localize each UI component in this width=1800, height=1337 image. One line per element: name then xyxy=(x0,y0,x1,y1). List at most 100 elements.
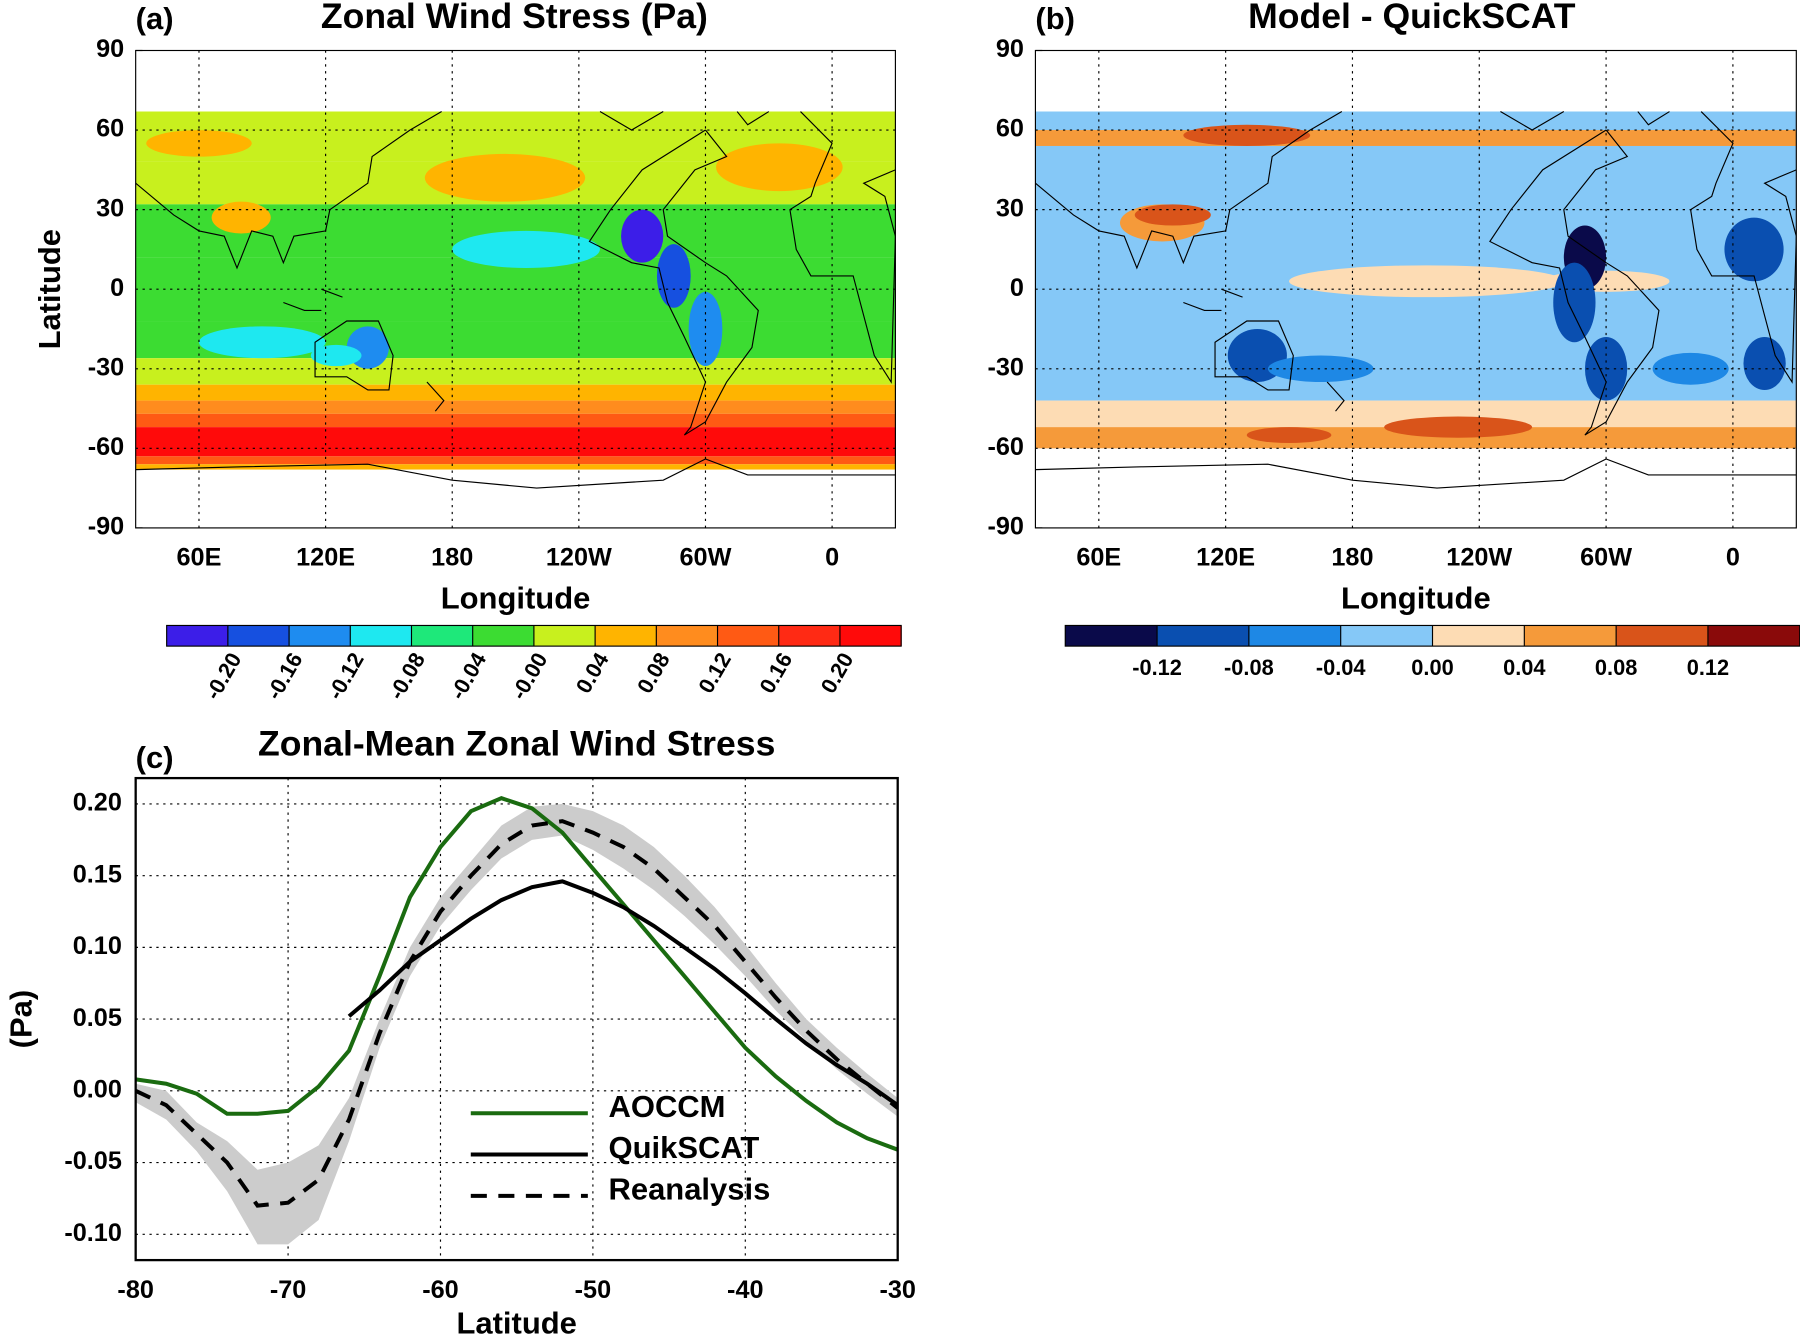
colorbar-swatch xyxy=(595,625,657,647)
field xyxy=(135,111,896,489)
coastline xyxy=(736,111,770,126)
colorbar-label: -0.00 xyxy=(506,648,552,704)
contour-fill xyxy=(1267,355,1374,383)
contour-fill xyxy=(688,291,723,367)
legend-label: Reanalysis xyxy=(608,1171,770,1206)
x-axis-label: Longitude xyxy=(441,580,591,615)
y-tick-label: 60 xyxy=(996,115,1024,143)
contour-fill xyxy=(146,130,252,157)
x-tick-label: 60W xyxy=(680,544,732,572)
contour-fill xyxy=(310,344,362,367)
contour-fill xyxy=(1384,416,1533,438)
contour-fill xyxy=(135,384,896,401)
colorbar-swatch xyxy=(656,625,719,647)
coastline xyxy=(1183,288,1243,312)
colorbar-label: -0.08 xyxy=(1224,655,1274,680)
field xyxy=(1035,111,1797,489)
plot-area xyxy=(135,796,898,1245)
y-tick-label: 0.15 xyxy=(73,860,122,888)
coastline xyxy=(135,458,896,489)
contour-fill xyxy=(1246,427,1332,444)
x-tick-label: -50 xyxy=(575,1276,611,1304)
plot-frame xyxy=(134,776,899,1262)
x-tick-label: 60E xyxy=(1076,544,1121,572)
colorbar-label: 0.20 xyxy=(816,648,859,697)
colorbar-label: 0.16 xyxy=(754,648,797,697)
colorbar-swatch xyxy=(289,625,351,647)
y-tick-label: 0 xyxy=(110,274,124,302)
coastline xyxy=(1214,320,1294,391)
x-tick-label: -80 xyxy=(117,1276,153,1304)
x-tick-label: 180 xyxy=(1331,544,1373,572)
y-axis-label: Latitude xyxy=(32,229,67,349)
colorbar-swatch xyxy=(778,625,841,647)
contour-fill xyxy=(135,413,896,428)
panel: (a) Zonal Wind Stress (Pa) Longitude Latitu… xyxy=(32,0,902,704)
panel-label: (c) xyxy=(136,740,174,775)
colorbar-swatch xyxy=(1340,625,1434,647)
coastline xyxy=(426,381,445,412)
colorbar-swatch xyxy=(533,625,596,647)
contour-fill xyxy=(621,209,664,263)
plot-frame xyxy=(1034,49,1797,529)
y-tick-label: 0.05 xyxy=(73,1004,122,1032)
colorbar-swatch xyxy=(350,625,413,647)
y-tick-label: 60 xyxy=(96,115,124,143)
panel: (c) Zonal-Mean Zonal Wind Stress Latitude (… xyxy=(3,723,916,1337)
spread-band xyxy=(135,803,898,1245)
colorbar-swatch xyxy=(1707,625,1800,647)
contour-fill xyxy=(198,326,326,359)
y-tick-label: -0.05 xyxy=(64,1147,122,1175)
panel-label: (a) xyxy=(136,1,174,36)
coastline xyxy=(283,288,343,312)
contour-fill xyxy=(1724,217,1784,282)
colorbar-swatch xyxy=(1157,625,1250,647)
colorbar-label: -0.12 xyxy=(1132,655,1182,680)
coastline xyxy=(135,111,442,270)
contour-fill xyxy=(135,400,896,414)
y-tick-label: 0.20 xyxy=(73,789,122,817)
colorbar-label: 0.08 xyxy=(632,648,675,697)
chart-title: Model - QuickSCAT xyxy=(1248,0,1576,36)
series-line xyxy=(347,879,898,1107)
x-tick-label: 120W xyxy=(1446,544,1512,572)
contour-fill xyxy=(716,143,843,192)
chart-title: Zonal-Mean Zonal Wind Stress xyxy=(258,723,775,763)
y-tick-label: 0.00 xyxy=(73,1076,122,1104)
y-tick-label: -60 xyxy=(987,433,1023,461)
y-tick-label: 0 xyxy=(1010,274,1024,302)
coastline xyxy=(1035,111,1343,270)
x-tick-label: -70 xyxy=(270,1276,306,1304)
x-tick-label: 60E xyxy=(177,544,222,572)
x-tick-label: -40 xyxy=(727,1276,763,1304)
x-tick-label: 180 xyxy=(431,544,473,572)
y-tick-label: -90 xyxy=(88,513,124,541)
x-tick-label: -60 xyxy=(422,1276,458,1304)
panel: (b) Model - QuickSCAT Longitude 60E 120E 180 1… xyxy=(987,0,1800,680)
chart-title: Zonal Wind Stress (Pa) xyxy=(321,0,708,36)
y-tick-label: 90 xyxy=(96,35,124,63)
x-tick-label: -30 xyxy=(879,1276,915,1304)
contour-fill xyxy=(135,427,896,457)
x-tick-label: 120W xyxy=(546,544,612,572)
panel-label: (b) xyxy=(1035,1,1075,36)
coastline xyxy=(1637,111,1670,126)
coastline xyxy=(314,320,394,391)
coastline xyxy=(588,129,759,436)
y-tick-label: -90 xyxy=(987,513,1023,541)
contour-fill xyxy=(135,456,896,465)
contour-fill xyxy=(424,153,586,202)
x-tick-label: 0 xyxy=(825,544,839,572)
colorbar-swatch xyxy=(472,625,535,647)
colorbar-swatch xyxy=(227,625,290,647)
plot-frame xyxy=(135,49,896,529)
x-tick-label: 60W xyxy=(1580,544,1632,572)
contour-fill xyxy=(1035,111,1797,131)
colorbar-label: 0.08 xyxy=(1595,655,1637,680)
contour-fill xyxy=(1553,262,1596,343)
colorbar-label: 0.12 xyxy=(1687,655,1729,680)
colorbar-label: -0.08 xyxy=(383,648,429,704)
colorbar-swatch xyxy=(411,625,474,647)
contour-fill xyxy=(1289,265,1564,298)
